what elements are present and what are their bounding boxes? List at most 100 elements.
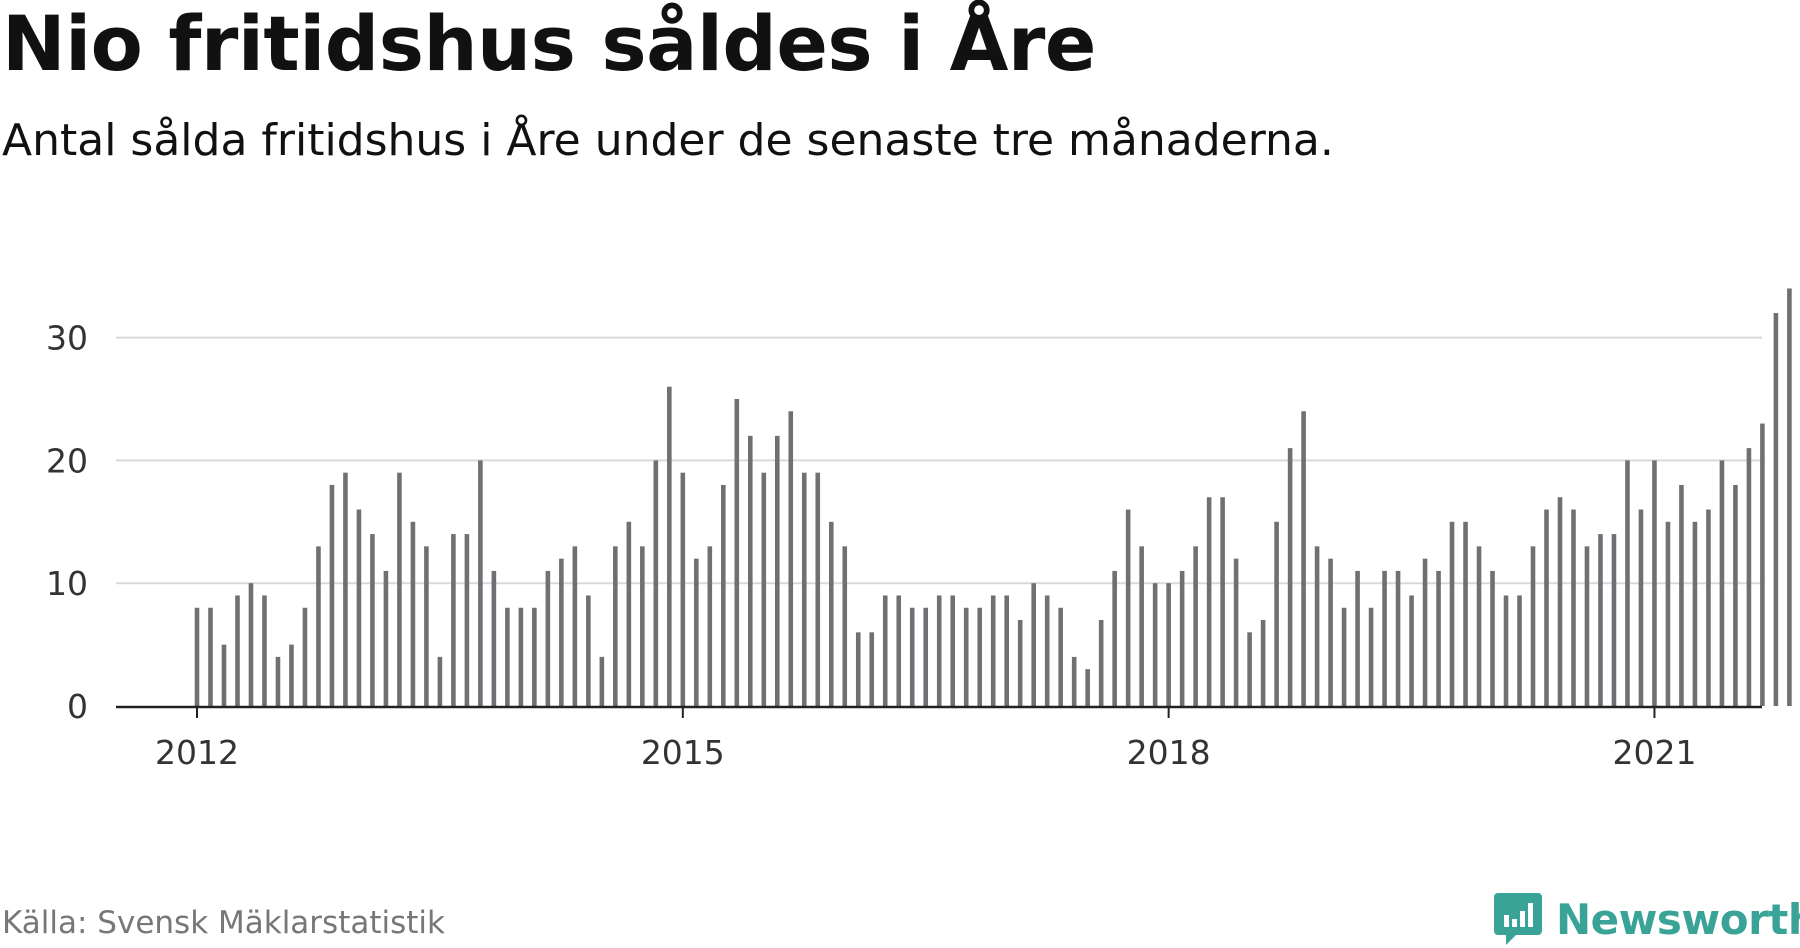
bar xyxy=(194,607,200,706)
bar xyxy=(680,472,686,706)
bar xyxy=(1625,460,1630,706)
bar xyxy=(1166,583,1171,706)
bar xyxy=(747,435,753,706)
bar xyxy=(1503,595,1509,706)
brand-logo[interactable]: Newsworthy xyxy=(1494,890,1800,948)
bar xyxy=(1139,546,1144,706)
bar xyxy=(505,607,510,706)
bar xyxy=(869,632,875,706)
bar xyxy=(1179,570,1185,706)
bar xyxy=(572,546,578,706)
bar xyxy=(828,521,834,706)
bar xyxy=(909,607,915,706)
bar xyxy=(1044,595,1050,706)
bar xyxy=(1787,288,1792,706)
bar xyxy=(518,607,524,706)
bar xyxy=(302,607,308,706)
bar xyxy=(1152,583,1158,706)
bar xyxy=(1085,669,1090,706)
bar xyxy=(208,607,213,706)
bar xyxy=(1571,509,1576,706)
x-tick-label: 2015 xyxy=(641,733,725,772)
gridlines xyxy=(116,336,1762,585)
bar xyxy=(478,460,483,706)
y-tick-label: 30 xyxy=(46,319,88,358)
bar xyxy=(1692,521,1698,706)
bar xyxy=(977,607,983,706)
bar xyxy=(437,656,443,706)
bar xyxy=(1476,546,1482,706)
bar xyxy=(289,644,294,706)
bar xyxy=(1449,521,1455,706)
bar xyxy=(1098,620,1104,706)
bar xyxy=(653,460,659,706)
bar xyxy=(815,472,821,706)
bar xyxy=(1679,484,1684,706)
bar xyxy=(855,632,861,706)
bar xyxy=(721,484,726,706)
bar xyxy=(1233,558,1239,706)
bar xyxy=(667,386,672,706)
bar xyxy=(1301,411,1306,706)
bar xyxy=(626,521,632,706)
bar xyxy=(1125,509,1131,706)
bar xyxy=(1395,570,1401,706)
bar xyxy=(410,521,416,706)
bar xyxy=(248,583,254,706)
x-tick-label: 2018 xyxy=(1127,733,1211,772)
bar xyxy=(1368,607,1374,706)
bar xyxy=(1382,570,1387,706)
bar xyxy=(761,472,767,706)
bar xyxy=(235,595,240,706)
bar xyxy=(1557,497,1563,706)
bar xyxy=(1665,521,1671,706)
bar xyxy=(1611,534,1617,706)
bar xyxy=(464,534,470,706)
bars xyxy=(194,288,1792,706)
x-tick-label: 2021 xyxy=(1612,733,1696,772)
bar xyxy=(397,472,402,706)
y-tick-label: 10 xyxy=(46,564,88,603)
chart-subtitle: Antal sålda fritidshus i Åre under de se… xyxy=(2,115,1334,166)
bar xyxy=(1274,521,1279,706)
bar xyxy=(383,570,389,706)
x-tick-label: 2012 xyxy=(155,733,239,772)
bar xyxy=(532,607,537,706)
bar xyxy=(613,546,618,706)
bar xyxy=(1544,509,1549,706)
bar xyxy=(1031,583,1036,706)
bar xyxy=(1220,497,1225,706)
y-tick-label: 0 xyxy=(67,687,88,726)
bar xyxy=(1112,570,1117,706)
brand-name: Newsworthy xyxy=(1556,894,1800,944)
bar xyxy=(842,546,848,706)
bar xyxy=(356,509,362,706)
bar xyxy=(1058,607,1063,706)
bar xyxy=(1328,558,1333,706)
bar xyxy=(640,546,645,706)
chart-title: Nio fritidshus såldes i Åre xyxy=(2,0,1096,88)
bar xyxy=(774,435,780,706)
bar xyxy=(1517,595,1522,706)
y-tick-label: 20 xyxy=(46,441,88,480)
bar xyxy=(1004,595,1009,706)
bar xyxy=(599,656,605,706)
bar xyxy=(923,607,929,706)
bar xyxy=(801,472,807,706)
bar xyxy=(424,546,429,706)
newsworthy-chart-icon xyxy=(1494,893,1542,945)
bar xyxy=(1530,546,1536,706)
bar xyxy=(1598,534,1603,706)
bar xyxy=(1584,546,1590,706)
bar xyxy=(316,546,321,706)
bar xyxy=(491,570,497,706)
bar xyxy=(1760,423,1765,706)
bar xyxy=(1436,570,1441,706)
bar xyxy=(329,484,335,706)
bar xyxy=(221,644,227,706)
bar xyxy=(1206,497,1212,706)
bar xyxy=(707,546,713,706)
bar xyxy=(451,534,456,706)
bar xyxy=(882,595,888,706)
